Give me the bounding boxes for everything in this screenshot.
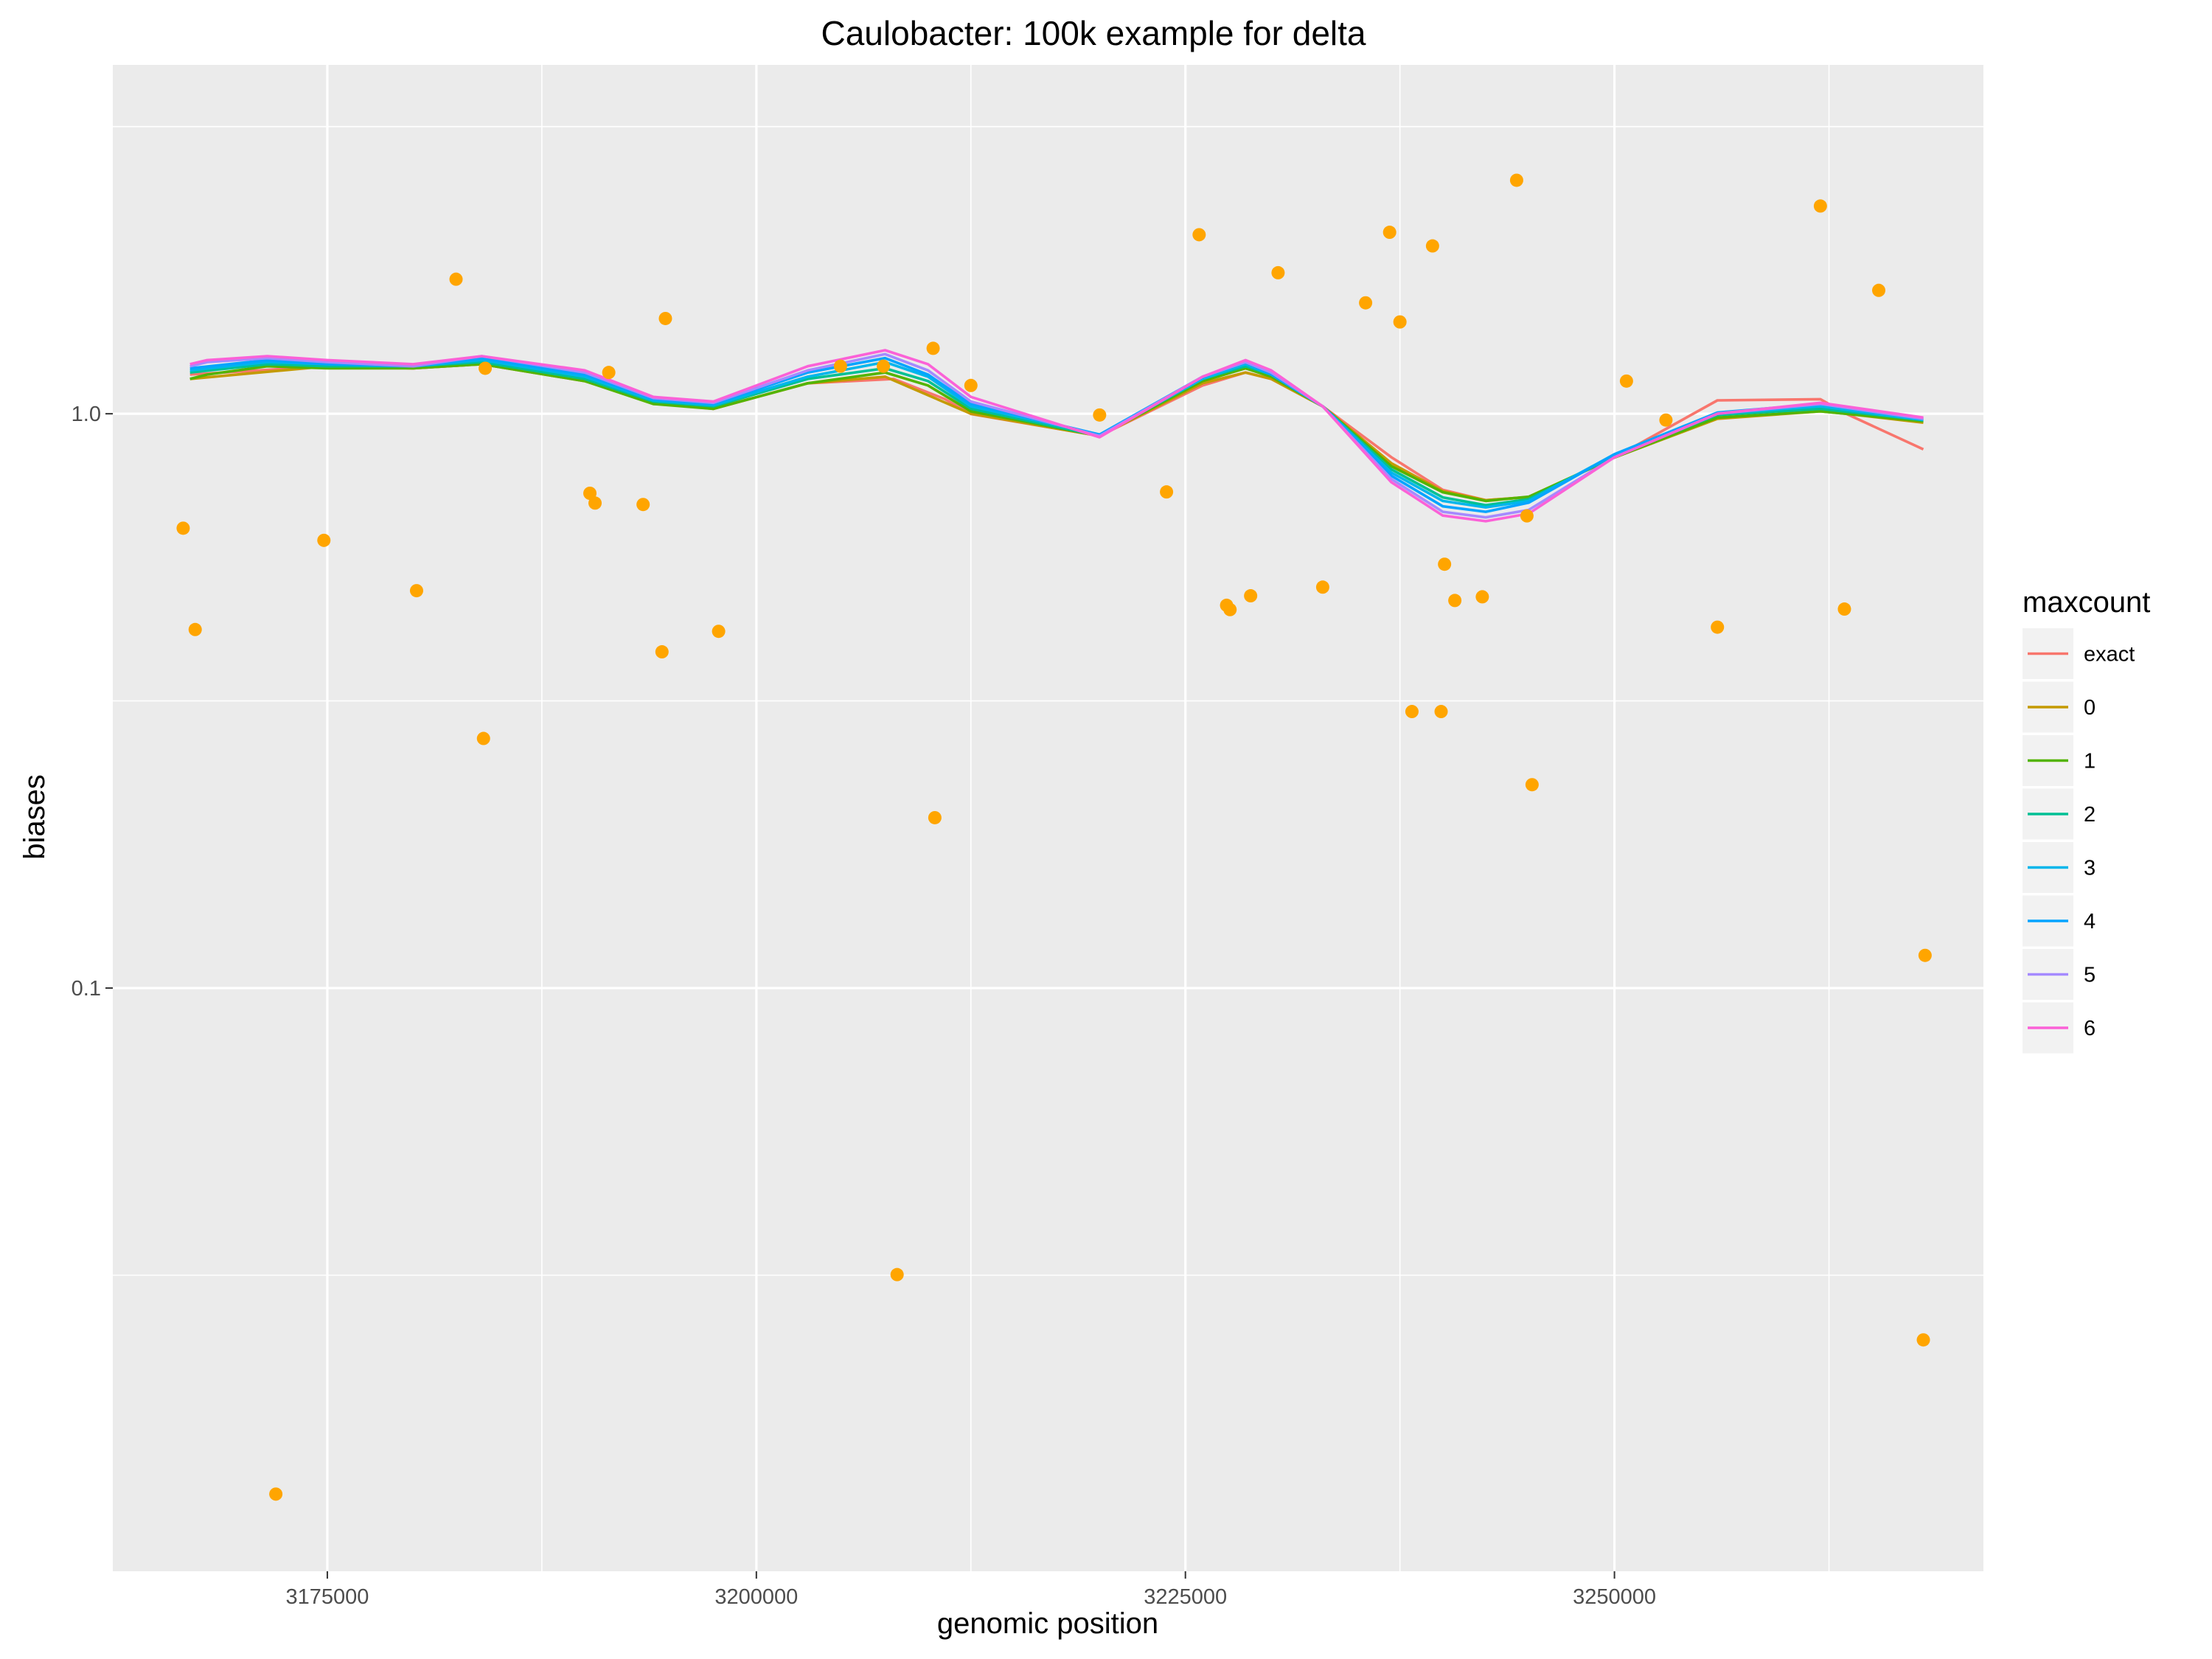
data-point xyxy=(1393,315,1407,329)
data-point xyxy=(890,1267,904,1281)
data-point xyxy=(588,496,602,510)
data-point xyxy=(1813,199,1827,213)
data-point xyxy=(1448,594,1462,608)
legend-items: exact 0 1 2 3 4 5 6 xyxy=(2023,628,2135,1054)
data-point xyxy=(1315,580,1329,594)
legend-label: 2 xyxy=(2084,803,2096,827)
data-point xyxy=(602,366,616,380)
legend-label: 3 xyxy=(2084,857,2096,880)
legend-label: 6 xyxy=(2084,1017,2096,1040)
data-point xyxy=(449,272,463,286)
data-point xyxy=(1525,778,1539,792)
scatter-points xyxy=(176,173,1932,1501)
data-point xyxy=(1425,239,1439,253)
major-gridlines xyxy=(113,65,1983,1571)
data-point xyxy=(1916,1333,1930,1347)
data-point xyxy=(1918,948,1932,962)
data-point xyxy=(269,1487,283,1501)
data-point xyxy=(583,486,597,500)
y-axis-title: biases xyxy=(18,774,51,860)
legend-label: exact xyxy=(2084,643,2135,667)
x-tick-label: 3225000 xyxy=(1144,1585,1227,1609)
legend: maxcount exact 0 1 2 3 4 5 6 xyxy=(2023,586,2150,1054)
data-point xyxy=(833,359,847,373)
data-point xyxy=(317,533,331,547)
x-axis-ticks: 3175000 3200000 3225000 3250000 xyxy=(285,1571,1656,1609)
legend-label: 0 xyxy=(2084,696,2096,720)
y-tick-label: 1.0 xyxy=(72,403,101,426)
y-axis-ticks: 0.1 1.0 xyxy=(72,403,113,1001)
data-point xyxy=(1271,265,1285,279)
plot-panel xyxy=(113,65,1983,1571)
data-point xyxy=(188,622,202,636)
data-point xyxy=(964,378,978,392)
data-point xyxy=(658,311,672,325)
data-point xyxy=(636,498,650,512)
legend-label: 4 xyxy=(2084,910,2096,933)
data-point xyxy=(1244,589,1258,603)
data-point xyxy=(1160,485,1174,499)
data-point xyxy=(1359,296,1373,310)
x-tick-label: 3200000 xyxy=(714,1585,798,1609)
data-point xyxy=(877,359,891,373)
legend-label: 1 xyxy=(2084,750,2096,773)
series-lines xyxy=(189,349,1924,523)
data-point xyxy=(712,625,726,639)
data-point xyxy=(409,584,423,598)
data-point xyxy=(1509,173,1523,187)
x-tick-label: 3175000 xyxy=(285,1585,369,1609)
data-point xyxy=(1659,413,1673,427)
data-point xyxy=(476,731,490,745)
y-tick-label: 0.1 xyxy=(72,977,101,1001)
data-point xyxy=(1192,228,1206,242)
legend-title: maxcount xyxy=(2023,586,2150,619)
data-point xyxy=(928,810,942,824)
data-point xyxy=(1434,705,1448,719)
data-point xyxy=(1438,557,1452,571)
data-point xyxy=(926,341,940,355)
data-point xyxy=(1405,705,1419,719)
legend-label: 5 xyxy=(2084,964,2096,987)
data-point xyxy=(1475,590,1489,604)
data-point xyxy=(1093,408,1107,422)
data-point xyxy=(1872,283,1886,297)
chart-title: Caulobacter: 100k example for delta xyxy=(821,14,1366,52)
data-point xyxy=(1711,620,1725,634)
series-line-5 xyxy=(189,352,1924,519)
x-tick-label: 3250000 xyxy=(1573,1585,1656,1609)
data-point xyxy=(1223,602,1237,616)
data-point xyxy=(1619,374,1633,388)
data-point xyxy=(176,521,190,535)
data-point xyxy=(1382,226,1397,240)
data-point xyxy=(1837,602,1851,616)
data-point xyxy=(655,645,669,659)
data-point xyxy=(1520,509,1534,523)
data-point xyxy=(479,361,493,375)
x-axis-title: genomic position xyxy=(937,1607,1158,1640)
